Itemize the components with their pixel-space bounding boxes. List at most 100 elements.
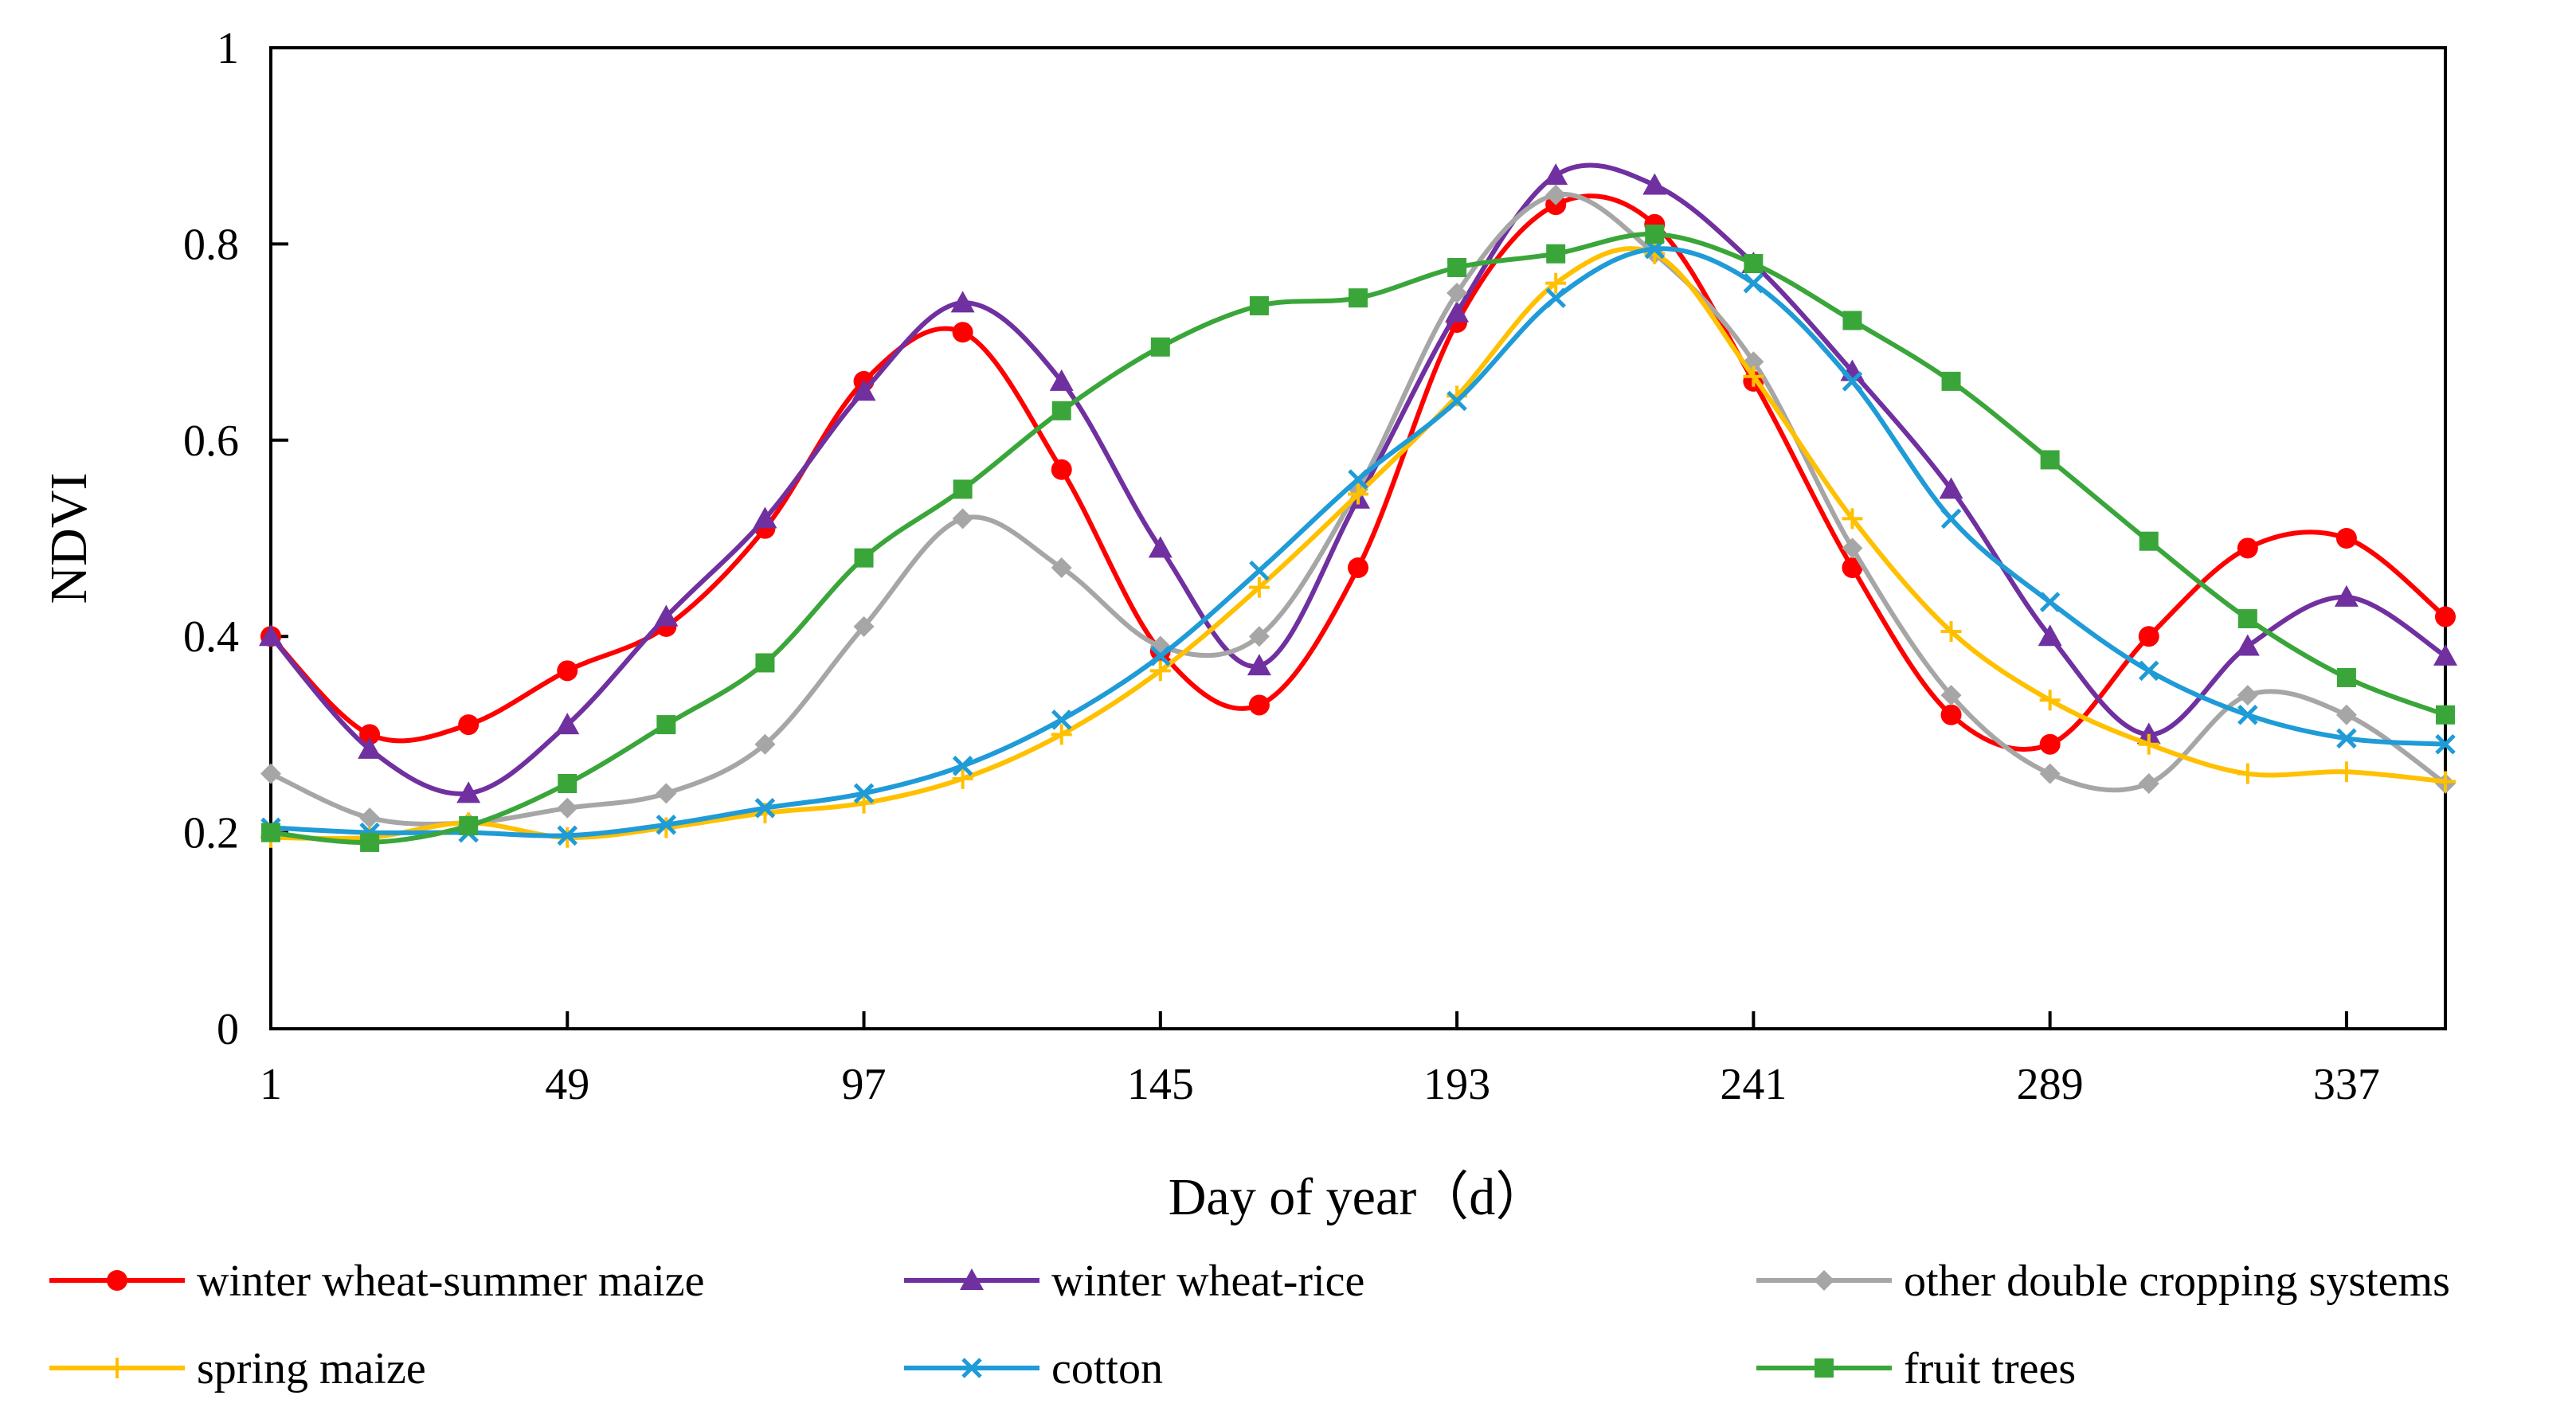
y-tick-label: 0.4 [183, 612, 239, 662]
legend-item: other double cropping systems [1756, 1257, 2450, 1306]
data-point [360, 832, 380, 852]
data-point [1150, 646, 1171, 666]
data-point [1051, 557, 1072, 578]
data-point [1447, 390, 1467, 412]
data-point [2138, 733, 2159, 755]
data-point [1445, 300, 1470, 322]
data-point [2039, 592, 2061, 612]
data-point [2235, 634, 2260, 656]
data-point [107, 1270, 127, 1291]
data-point [1349, 288, 1368, 308]
data-point [459, 815, 479, 835]
data-point [2040, 450, 2060, 470]
legend-item: winter wheat-summer maize [49, 1257, 705, 1306]
data-point [1051, 401, 1071, 420]
data-point [2237, 609, 2257, 629]
data-point [953, 479, 973, 499]
data-point [2334, 584, 2359, 607]
legend: winter wheat-summer maize winter wheat-ri… [49, 1257, 2450, 1393]
data-point [1645, 225, 1665, 244]
data-point [1743, 272, 1764, 294]
y-tick-label: 0 [217, 1005, 239, 1054]
data-point [2039, 690, 2061, 711]
data-point [2237, 537, 2258, 559]
data-point [1940, 704, 1962, 725]
data-point [1939, 477, 1963, 499]
data-point [557, 660, 578, 682]
data-point [557, 825, 578, 846]
data-point [2138, 626, 2159, 647]
data-point [854, 548, 874, 568]
legend-label: spring maize [197, 1344, 426, 1393]
data-point [1248, 577, 1270, 598]
y-axis-title: NDVI [40, 473, 98, 604]
data-point [1148, 536, 1173, 558]
data-point [1348, 469, 1368, 490]
data-point [950, 291, 975, 313]
data-point [557, 797, 578, 819]
legend-label: cotton [1051, 1344, 1163, 1393]
data-point [1149, 660, 1171, 682]
data-point [1940, 508, 1962, 530]
data-point [1842, 537, 1863, 559]
data-point [1447, 283, 1468, 303]
data-point [359, 724, 381, 745]
data-point [1544, 163, 1568, 186]
data-point [1150, 337, 1170, 357]
data-point [2138, 660, 2159, 682]
data-point [2336, 667, 2356, 687]
data-point [961, 1358, 982, 1378]
data-point [1447, 257, 1467, 277]
series-fruit-trees [261, 225, 2455, 852]
data-point [1247, 654, 1271, 676]
data-point [1249, 560, 1270, 581]
legend-label: winter wheat-rice [1051, 1257, 1364, 1306]
data-point [2335, 761, 2357, 783]
data-point [2237, 704, 2258, 725]
data-point [754, 733, 776, 755]
x-tick-label: 1 [260, 1060, 282, 1109]
data-point [1051, 459, 1072, 480]
data-point [260, 763, 281, 784]
data-point [1842, 508, 1863, 530]
data-point [1941, 371, 1961, 391]
series-line [268, 162, 2447, 796]
y-tick-label: 0.2 [183, 809, 239, 858]
data-point [2038, 624, 2062, 647]
x-tick-label: 241 [1720, 1060, 1787, 1109]
data-point [1744, 254, 1764, 274]
data-point [1546, 244, 1566, 264]
data-point [656, 783, 677, 804]
data-point [1842, 371, 1863, 392]
data-point [458, 714, 480, 736]
data-point [952, 768, 973, 789]
data-point [952, 508, 973, 530]
x-tick-label: 289 [2017, 1060, 2084, 1109]
data-point [1248, 626, 1270, 647]
y-tick-label: 0.8 [183, 220, 239, 269]
data-point [2335, 704, 2357, 725]
data-point [2435, 733, 2456, 755]
data-point [1545, 272, 1567, 294]
x-tick-label: 193 [1423, 1060, 1490, 1109]
data-point [1051, 709, 1072, 730]
x-tick-label: 337 [2313, 1060, 2380, 1109]
data-point [2335, 528, 2357, 549]
data-point [1248, 694, 1270, 716]
y-tick-label: 0.6 [183, 416, 239, 466]
y-axis-ticks: 0 0.2 0.4 0.6 0.8 1 [183, 24, 288, 1054]
data-point [2138, 773, 2159, 794]
data-point [2237, 685, 2258, 706]
data-point [654, 604, 679, 627]
data-point [851, 379, 876, 401]
data-point [1051, 724, 1072, 745]
data-point [2435, 606, 2456, 627]
x-axis-ticks: 1 49 97 145 193 241 289 337 [260, 1011, 2380, 1109]
data-point [1940, 685, 1962, 706]
y-tick-label: 1 [217, 24, 239, 73]
series-layer [259, 162, 2457, 852]
data-point [960, 1268, 984, 1290]
x-axis-title: Day of year（d） [1169, 1168, 1548, 1226]
x-tick-label: 49 [545, 1060, 589, 1109]
